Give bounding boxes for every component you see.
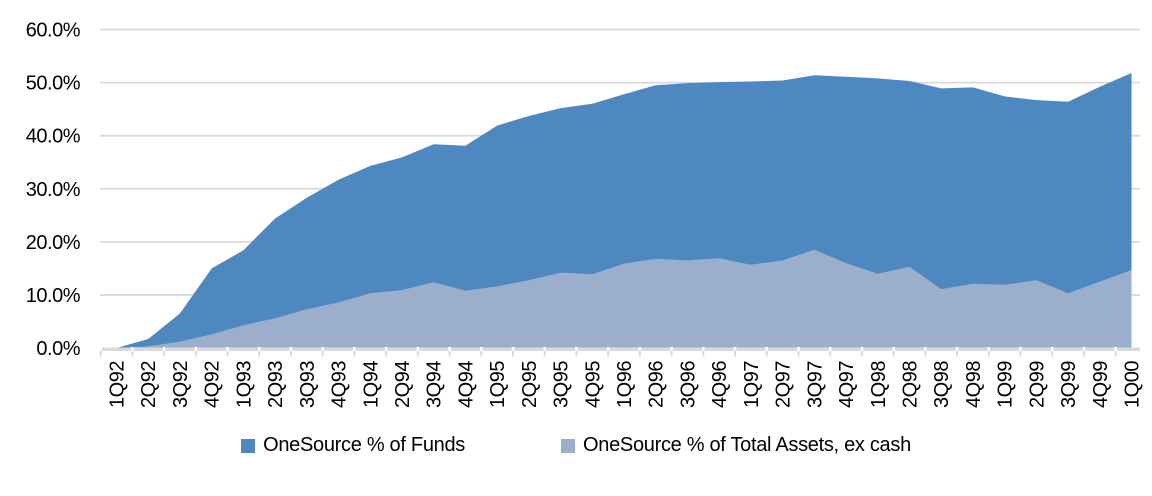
area-series-1 bbox=[116, 249, 1132, 348]
y-axis-labels: 60.0% 50.0% 40.0% 30.0% 20.0% 10.0% 0.0% bbox=[26, 20, 81, 360]
y-tick-label: 0.0% bbox=[36, 338, 80, 360]
x-tick-label: 3Q99 bbox=[1058, 361, 1080, 408]
x-tick-label: 2Q92 bbox=[138, 361, 160, 408]
x-tick-label: 3Q92 bbox=[170, 361, 192, 408]
x-tick-label: 3Q97 bbox=[804, 361, 826, 408]
x-tick-label: 2Q95 bbox=[519, 361, 541, 408]
x-tick-label: 4Q92 bbox=[202, 361, 224, 408]
x-tick-label: 3Q98 bbox=[931, 361, 953, 408]
legend-item-assets: OneSource % of Total Assets, ex cash bbox=[561, 434, 911, 457]
x-axis bbox=[99, 347, 1140, 357]
legend: OneSource % of Funds OneSource % of Tota… bbox=[0, 434, 1152, 457]
x-tick-label: 2Q97 bbox=[773, 361, 795, 408]
x-tick-label: 2Q99 bbox=[1026, 361, 1048, 408]
x-tick-label: 4Q98 bbox=[963, 361, 985, 408]
x-tick-label: 1Q98 bbox=[868, 361, 890, 408]
x-tick-label: 1Q97 bbox=[741, 361, 763, 408]
x-tick-label: 4Q94 bbox=[455, 361, 477, 408]
x-tick-label: 1Q92 bbox=[107, 361, 129, 408]
x-axis-line bbox=[100, 347, 1140, 351]
x-tick-label: 2Q93 bbox=[265, 361, 287, 408]
x-tick-label: 2Q96 bbox=[646, 361, 668, 408]
x-tick-label: 4Q96 bbox=[709, 361, 731, 408]
y-tick-label: 60.0% bbox=[26, 20, 81, 42]
x-tick-label: 3Q94 bbox=[424, 361, 446, 408]
x-tick-label: 3Q93 bbox=[297, 361, 319, 408]
x-tick-label: 1Q00 bbox=[1122, 361, 1144, 408]
x-tick-label: 1Q99 bbox=[995, 361, 1017, 408]
x-tick-label: 4Q97 bbox=[836, 361, 858, 408]
legend-label-assets: OneSource % of Total Assets, ex cash bbox=[583, 434, 911, 456]
x-axis-labels: 1Q92 2Q92 3Q92 4Q92 1Q93 2Q93 3Q93 4Q93 1Q94 2Q94… bbox=[107, 361, 1144, 408]
legend-label-funds: OneSource % of Funds bbox=[263, 434, 465, 456]
legend-swatch-assets bbox=[561, 438, 575, 453]
x-tick-label: 4Q93 bbox=[329, 361, 351, 408]
legend-swatch-funds bbox=[241, 438, 256, 453]
x-tick-label: 3Q95 bbox=[551, 361, 573, 408]
area-series bbox=[116, 73, 1132, 348]
x-tick-label: 2Q94 bbox=[392, 361, 414, 408]
x-tick-label: 1Q93 bbox=[233, 361, 255, 408]
y-tick-label: 50.0% bbox=[26, 73, 81, 95]
x-tick-label: 4Q99 bbox=[1090, 361, 1112, 408]
y-tick-label: 30.0% bbox=[26, 179, 81, 201]
y-tick-label: 40.0% bbox=[26, 126, 81, 148]
x-tick-label: 2Q98 bbox=[900, 361, 922, 408]
x-tick-label: 1Q96 bbox=[614, 361, 636, 408]
x-tick-label: 1Q94 bbox=[360, 361, 382, 408]
y-tick-label: 20.0% bbox=[26, 232, 81, 254]
y-tick-label: 10.0% bbox=[26, 285, 81, 307]
legend-item-funds: OneSource % of Funds bbox=[241, 434, 465, 457]
x-tick-label: 3Q96 bbox=[677, 361, 699, 408]
x-tick-label: 1Q95 bbox=[487, 361, 509, 408]
x-tick-label: 4Q95 bbox=[582, 361, 604, 408]
